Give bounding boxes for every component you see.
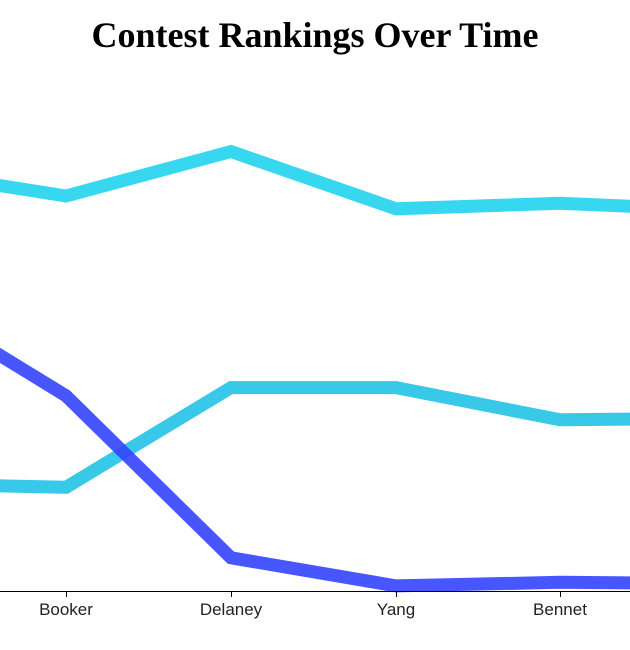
series-line-3 [0,347,630,593]
x-tick-label: Yang [377,600,415,619]
series-line-1 [0,144,630,216]
series-line-2 [0,381,630,494]
series-layer [0,144,630,593]
chart-title: Contest Rankings Over Time [91,15,539,55]
x-tick-label: Booker [39,600,93,619]
x-tick-label: Delaney [200,600,263,619]
x-tick-label: Bennet [533,600,587,619]
x-axis: Booker Delaney Yang Bennet [0,591,630,619]
